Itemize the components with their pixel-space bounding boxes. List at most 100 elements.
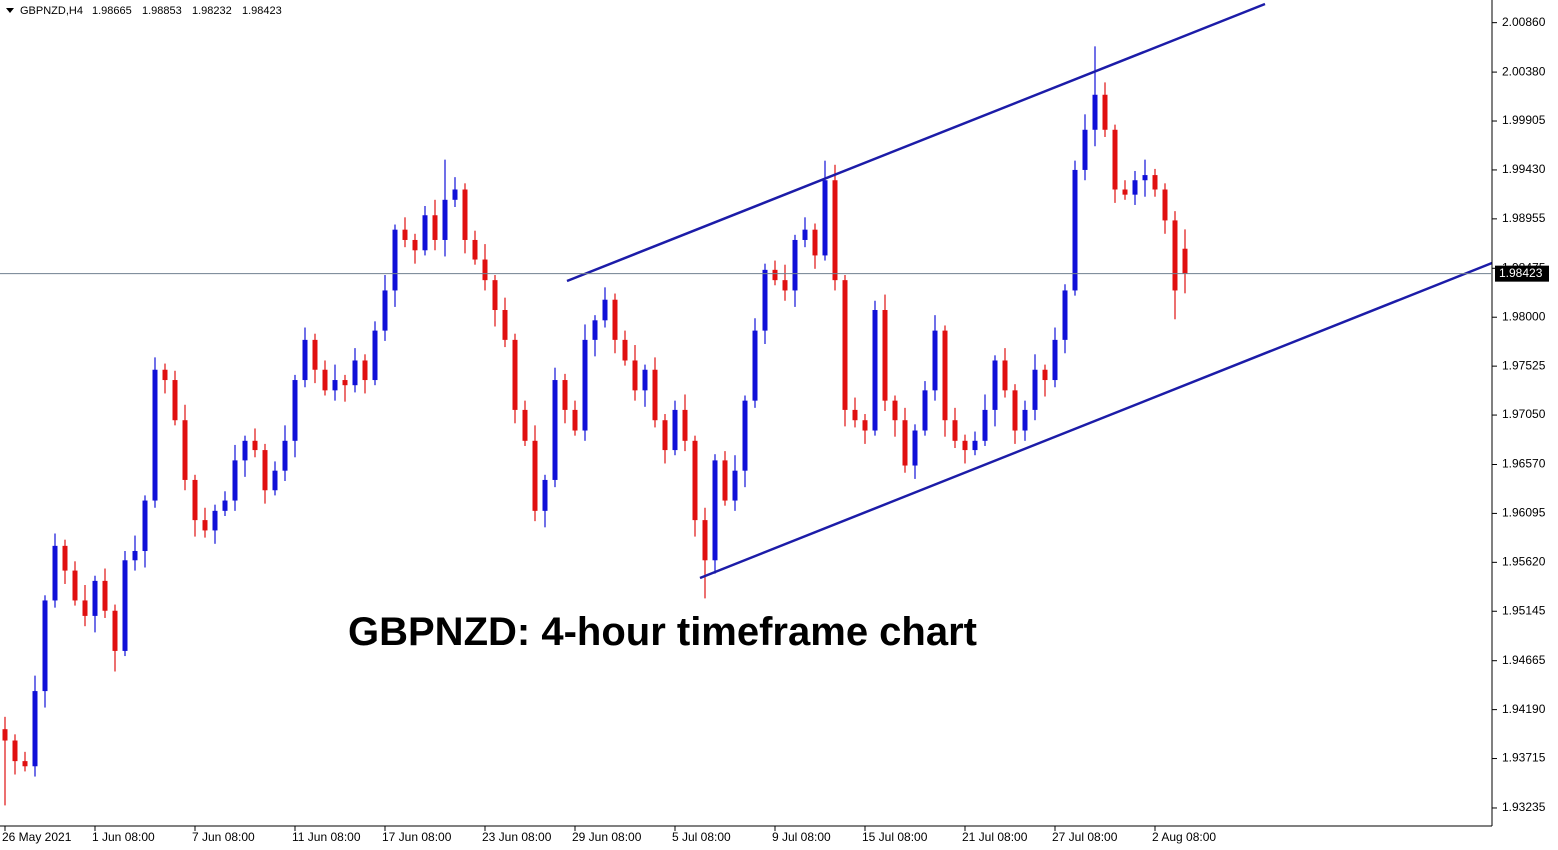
candle-body: [1112, 129, 1118, 190]
x-tick-label: 27 Jul 08:00: [1052, 830, 1118, 844]
candle-body: [302, 339, 308, 381]
y-tick-label: 1.94665: [1502, 653, 1546, 667]
candle-body: [1142, 175, 1148, 181]
candle-body: [422, 215, 428, 251]
x-tick-label: 11 Jun 08:00: [292, 830, 361, 844]
candle-body: [1022, 409, 1028, 431]
price-tag-bg: [1495, 265, 1549, 282]
candle-body: [992, 360, 998, 410]
candle-body: [602, 299, 608, 321]
candle-body: [412, 239, 418, 251]
candle-body: [932, 330, 938, 391]
candle-body: [842, 280, 848, 410]
candle-body: [852, 409, 858, 421]
candle-body: [352, 360, 358, 386]
candle-body: [1122, 189, 1128, 195]
header-low: 1.98232: [192, 5, 232, 17]
candle-body: [472, 239, 478, 260]
candle-body: [232, 460, 238, 501]
x-tick-label: 26 May 2021: [2, 830, 72, 844]
candle-body: [892, 400, 898, 421]
candle-body: [1012, 390, 1018, 431]
candle-body: [112, 610, 118, 651]
candle-body: [362, 360, 368, 381]
candle-body: [542, 479, 548, 511]
candle-body: [632, 360, 638, 391]
candle-body: [642, 369, 648, 391]
candle-body: [492, 280, 498, 311]
header-close: 1.98423: [242, 5, 282, 17]
y-tick-label: 1.95620: [1502, 555, 1546, 569]
x-tick-label: 1 Jun 08:00: [92, 830, 155, 844]
candle-body: [102, 580, 108, 611]
lower-channel-line: [699, 261, 1493, 580]
candle-body: [152, 369, 158, 501]
x-tick-label: 21 Jul 08:00: [962, 830, 1028, 844]
y-tick-label: 1.97050: [1502, 407, 1546, 421]
candle-body: [942, 330, 948, 421]
candle-body: [582, 339, 588, 431]
candle-body: [382, 290, 388, 331]
candle-body: [622, 339, 628, 361]
candle-body: [572, 409, 578, 431]
header-arrow: [6, 8, 14, 13]
x-tick-label: 5 Jul 08:00: [672, 830, 731, 844]
candle-body: [22, 761, 28, 767]
candle-body: [592, 320, 598, 340]
candle-body: [462, 189, 468, 240]
candle-body: [212, 510, 218, 531]
candle-body: [1072, 169, 1078, 291]
candle-body: [1182, 248, 1188, 274]
candle-body: [652, 369, 658, 421]
candle-body: [292, 380, 298, 441]
y-tick-label: 2.00860: [1502, 15, 1546, 29]
candle-body: [172, 380, 178, 421]
candle-body: [72, 570, 78, 601]
candle-body: [42, 600, 48, 692]
candle-body: [142, 500, 148, 552]
trend-lines: [566, 2, 1493, 580]
candle-body: [562, 380, 568, 410]
candle-body: [1092, 94, 1098, 130]
candle-body: [682, 409, 688, 441]
candle-body: [1082, 129, 1088, 170]
y-tick-label: 1.93235: [1502, 800, 1546, 814]
candle-body: [32, 691, 38, 767]
candle-body: [282, 440, 288, 471]
candle-body: [132, 551, 138, 561]
header-open: 1.98665: [92, 5, 132, 17]
candle-body: [12, 740, 18, 762]
candle-body: [372, 330, 378, 381]
candle-body: [202, 520, 208, 531]
x-tick-label: 15 Jul 08:00: [862, 830, 928, 844]
y-tick-label: 1.95145: [1502, 603, 1546, 617]
candle-body: [272, 470, 278, 491]
candle-body: [922, 390, 928, 431]
x-tick-label: 17 Jun 08:00: [382, 830, 452, 844]
candle-body: [62, 545, 68, 571]
candle-body: [692, 440, 698, 521]
candle-body: [972, 440, 978, 451]
candle-body: [792, 239, 798, 291]
candle-body: [182, 420, 188, 480]
candle-body: [812, 229, 818, 256]
candle-body: [52, 545, 58, 601]
candle-body: [432, 215, 438, 240]
candle-body: [702, 520, 708, 561]
candle-body: [532, 440, 538, 511]
candle-body: [832, 180, 838, 281]
candle-body: [502, 310, 508, 340]
candle-body: [2, 729, 8, 741]
candle-body: [1042, 369, 1048, 381]
y-tick-label: 1.99430: [1502, 162, 1546, 176]
candle-body: [242, 440, 248, 461]
candle-body: [1152, 175, 1158, 190]
candle-body: [1052, 339, 1058, 381]
y-tick-label: 1.93715: [1502, 751, 1546, 765]
candle-body: [1032, 369, 1038, 410]
candle-body: [482, 259, 488, 281]
candle-body: [982, 409, 988, 441]
candle-body: [732, 470, 738, 501]
candle-body: [252, 440, 258, 451]
